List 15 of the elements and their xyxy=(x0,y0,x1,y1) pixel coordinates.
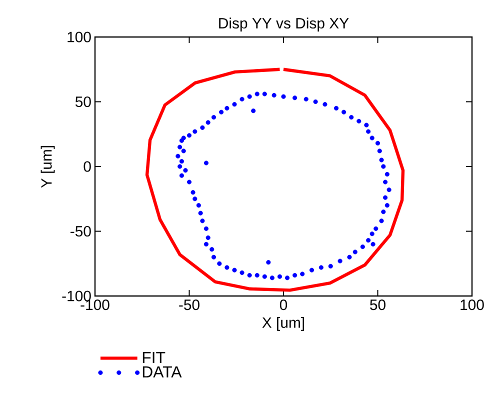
x-tick-label: 100 xyxy=(460,300,484,310)
x-tick-label: -50 xyxy=(179,300,200,310)
x-tick-label: 0 xyxy=(280,300,288,310)
line-series xyxy=(145,68,405,292)
x-tick-label: 50 xyxy=(370,300,386,310)
y-tick-label: 50 xyxy=(75,96,91,108)
x-axis-title: X [um] xyxy=(262,316,304,331)
y-tick-label: 100 xyxy=(68,32,91,42)
legend-label: DATA xyxy=(142,366,182,378)
y-tick-label: 0 xyxy=(84,161,91,172)
y-axis-title: Y [um] xyxy=(40,146,55,188)
y-tick-label: -100 xyxy=(62,290,91,302)
y-tick-label: -50 xyxy=(70,226,91,237)
chart-title: Disp YY vs Disp XY xyxy=(219,18,349,32)
legend-label: FIT xyxy=(142,352,166,363)
